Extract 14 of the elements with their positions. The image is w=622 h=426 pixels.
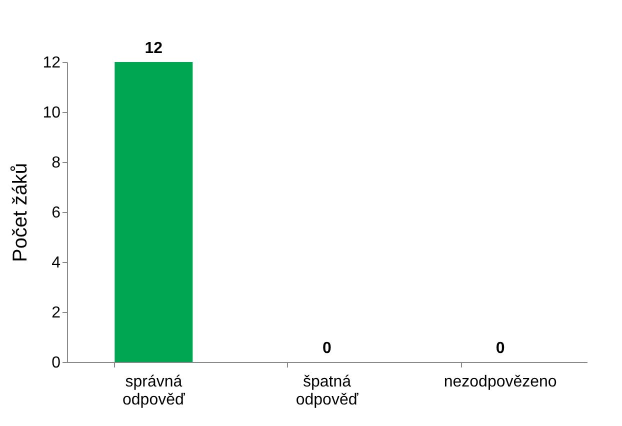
data-label: 0: [322, 340, 332, 357]
y-axis-title: Počet žáků: [10, 163, 32, 262]
x-tick-label: špatná odpověď: [296, 374, 358, 408]
y-tick-label: 0: [52, 354, 61, 372]
data-label: 0: [496, 340, 505, 357]
y-tick-label: 8: [52, 154, 61, 172]
y-tick-label: 6: [52, 204, 61, 222]
x-tick-label: nezodpovězeno: [444, 374, 557, 390]
y-tick-label: 2: [52, 304, 61, 322]
x-tick-label: správná odpověď: [122, 374, 185, 408]
y-tick-label: 12: [42, 54, 61, 72]
y-tick-label: 4: [52, 254, 61, 272]
y-tick-label: 10: [42, 104, 61, 122]
data-label: 12: [144, 40, 163, 57]
